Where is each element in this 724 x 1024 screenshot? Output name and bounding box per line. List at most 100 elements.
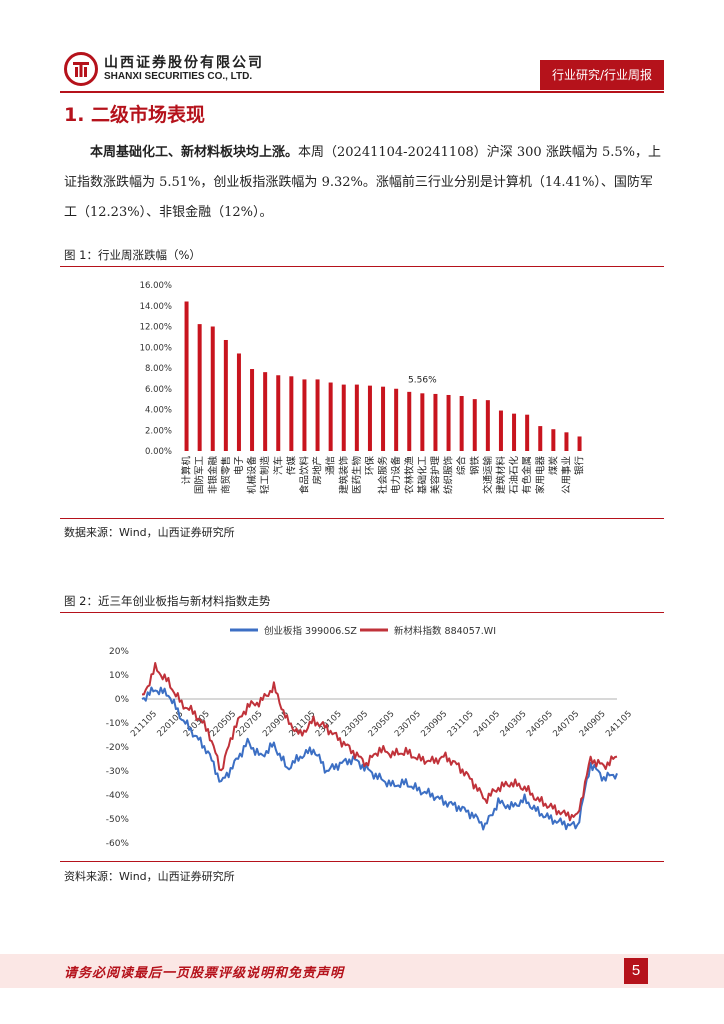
x-category-label: 公用事业 — [560, 456, 572, 494]
x-tick-label: 240105 — [472, 709, 502, 739]
bar — [525, 414, 530, 451]
report-type-badge: 行业研究/行业周报 — [540, 60, 664, 90]
bar — [210, 326, 215, 451]
y-tick-label: 2.00% — [145, 426, 172, 436]
x-category-label: 综合 — [456, 456, 468, 476]
bar — [263, 372, 268, 451]
bar — [407, 391, 412, 451]
section-title: 1. 二级市场表现 — [64, 104, 206, 126]
x-category-label: 农林牧渔 — [403, 456, 415, 495]
x-category-label: 基础化工 — [416, 456, 428, 495]
bar — [250, 369, 255, 451]
bar — [184, 301, 189, 451]
y-tick-label: 10% — [109, 671, 129, 681]
y-tick-label: 16.00% — [140, 281, 172, 291]
figure1-bottom-rule — [60, 518, 664, 519]
y-tick-label: 20% — [109, 647, 129, 657]
x-tick-label: 240705 — [551, 709, 581, 739]
bar — [381, 386, 386, 451]
x-category-label: 交通运输 — [482, 456, 494, 495]
y-tick-label: -30% — [106, 767, 130, 777]
x-tick-label: 241105 — [604, 709, 634, 739]
x-category-label: 轻工制造 — [259, 456, 271, 495]
paragraph-body: 本周（20241104-20241108）沪深 300 涨跌幅为 5.5%，上证… — [64, 145, 661, 220]
y-tick-label: -40% — [106, 791, 130, 801]
bar — [446, 394, 451, 451]
x-category-label: 计算机 — [181, 456, 193, 485]
x-category-label: 电子 — [233, 456, 245, 476]
figure1-title: 图 1：行业周涨跌幅（%） — [64, 248, 201, 262]
y-tick-label: 6.00% — [145, 385, 172, 395]
index-line-chart: 20% 10% 0% -10% -20% -30% -40% -50% -60% 211105 22… — [106, 625, 634, 849]
bar — [328, 382, 333, 451]
company-name-en: SHANXI SECURITIES CO., LTD. — [104, 71, 253, 82]
x-category-label: 有色金属 — [521, 456, 533, 494]
y-tick-label: -60% — [106, 839, 130, 849]
figure2-source: 资料来源：Wind，山西证券研究所 — [64, 870, 235, 883]
bar — [197, 324, 202, 451]
y-tick-label: 8.00% — [145, 364, 172, 374]
x-tick-label: 231105 — [446, 709, 476, 739]
bar — [394, 388, 399, 451]
x-category-label: 建筑材料 — [495, 456, 507, 495]
figure1-source: 数据来源：Wind，山西证券研究所 — [64, 526, 235, 539]
bar — [512, 413, 517, 451]
x-category-label: 国防军工 — [194, 456, 206, 495]
x-category-label: 食品饮料 — [298, 456, 310, 495]
x-category-label: 石油石化 — [508, 456, 520, 495]
bar — [498, 410, 503, 451]
footer-bar — [0, 954, 724, 988]
bar — [420, 393, 425, 451]
bar — [459, 396, 464, 451]
bar — [354, 384, 359, 451]
x-tick-label: 230305 — [340, 709, 370, 739]
y-tick-label: 0% — [115, 695, 130, 705]
figure2-top-rule — [60, 612, 664, 613]
bar — [367, 385, 372, 451]
x-tick-label: 211105 — [129, 709, 159, 739]
y-tick-label: -20% — [106, 743, 130, 753]
x-category-label: 美容护理 — [429, 456, 441, 495]
x-tick-label: 230505 — [367, 709, 397, 739]
x-category-label: 家用电器 — [534, 456, 546, 495]
y-tick-label: 0.00% — [145, 447, 172, 457]
y-tick-label: 4.00% — [145, 406, 172, 416]
figure2-title: 图 2：近三年创业板指与新材料指数走势 — [64, 594, 271, 608]
shanxi-securities-logo — [64, 52, 98, 86]
x-tick-label: 230905 — [419, 709, 449, 739]
x-category-label: 煤炭 — [547, 456, 559, 476]
bar — [341, 384, 346, 451]
x-category-label: 环保 — [364, 456, 376, 476]
series-line — [141, 686, 618, 831]
x-tick-label: 220905 — [261, 709, 291, 739]
x-category-label: 纺织服饰 — [443, 456, 455, 494]
bar — [577, 436, 582, 451]
x-category-label: 汽车 — [272, 456, 284, 475]
figure1-top-rule — [60, 266, 664, 267]
company-name-cn: 山西证券股份有限公司 — [104, 55, 264, 71]
page-number: 5 — [624, 958, 648, 984]
y-tick-label: -50% — [106, 815, 130, 825]
x-category-label: 钢铁 — [469, 456, 481, 476]
summary-paragraph: 本周基础化工、新材料板块均上涨。本周（20241104-20241108）沪深 … — [64, 138, 664, 228]
x-category-label: 通信 — [325, 456, 337, 475]
x-category-label: 房地产 — [312, 456, 324, 485]
y-tick-label: 10.00% — [140, 343, 172, 353]
bar — [433, 393, 438, 451]
x-tick-label: 240905 — [578, 709, 608, 739]
y-tick-label: 14.00% — [140, 302, 172, 312]
footer-disclaimer[interactable]: 请务必阅读最后一页股票评级说明和免责声明 — [64, 966, 345, 981]
x-tick-label: 220705 — [235, 709, 265, 739]
x-category-label: 电力设备 — [390, 456, 402, 495]
bar — [236, 353, 241, 451]
x-category-label: 非银金融 — [207, 456, 219, 495]
x-category-label: 医药生物 — [351, 456, 363, 495]
data-label: 5.56% — [408, 375, 437, 385]
legend-label: 创业板指 399006.SZ — [264, 625, 357, 637]
x-category-label: 机械设备 — [246, 456, 258, 495]
x-category-label: 商贸零售 — [220, 456, 232, 494]
bar — [485, 400, 490, 451]
y-tick-label: -10% — [106, 719, 130, 729]
y-tick-label: 12.00% — [140, 323, 172, 333]
bar — [223, 339, 228, 451]
